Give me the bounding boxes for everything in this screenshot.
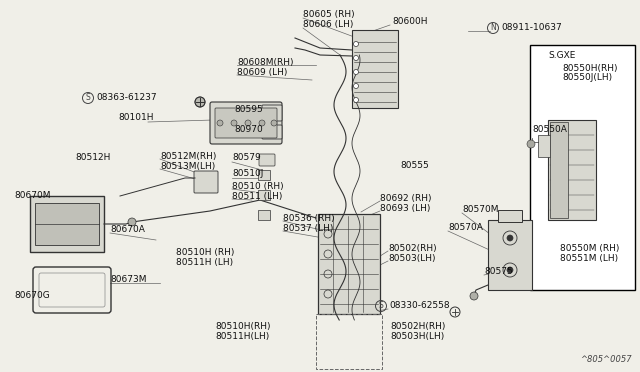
- Text: 80600H: 80600H: [392, 17, 428, 26]
- Circle shape: [128, 218, 136, 226]
- Bar: [548, 120, 596, 220]
- Bar: [258, 210, 270, 220]
- Text: 80511 (LH): 80511 (LH): [232, 192, 282, 201]
- Text: 80670A: 80670A: [110, 225, 145, 234]
- Text: 80970: 80970: [234, 125, 263, 135]
- Text: 80570A: 80570A: [448, 224, 483, 232]
- Bar: [258, 190, 270, 200]
- Text: 80550J(LH): 80550J(LH): [562, 74, 612, 83]
- Text: S: S: [379, 301, 383, 311]
- Text: 80101H: 80101H: [118, 113, 154, 122]
- Circle shape: [353, 97, 358, 103]
- Circle shape: [353, 70, 358, 74]
- Circle shape: [271, 120, 277, 126]
- Text: 80512M(RH): 80512M(RH): [160, 151, 216, 160]
- Text: 80609 (LH): 80609 (LH): [237, 67, 287, 77]
- Bar: [352, 30, 398, 108]
- Text: 80550A: 80550A: [532, 125, 567, 135]
- Bar: [550, 122, 568, 218]
- Text: ^805^0057: ^805^0057: [580, 355, 632, 364]
- Text: 80551M (LH): 80551M (LH): [560, 253, 618, 263]
- Circle shape: [259, 120, 265, 126]
- Text: 80673M: 80673M: [110, 276, 147, 285]
- FancyBboxPatch shape: [262, 105, 282, 121]
- FancyBboxPatch shape: [194, 171, 218, 193]
- Circle shape: [507, 235, 513, 241]
- Circle shape: [353, 42, 358, 46]
- Circle shape: [217, 120, 223, 126]
- Text: 80510H(RH): 80510H(RH): [215, 321, 271, 330]
- Text: 80692 (RH): 80692 (RH): [380, 193, 431, 202]
- Text: 80511H(LH): 80511H(LH): [215, 331, 269, 340]
- Text: 80512H: 80512H: [75, 153, 110, 161]
- Text: 80670G: 80670G: [14, 291, 50, 299]
- Bar: [318, 214, 380, 314]
- Text: 80606 (LH): 80606 (LH): [303, 19, 353, 29]
- Bar: [316, 314, 382, 369]
- Text: N: N: [490, 23, 496, 32]
- Text: 80670M: 80670M: [14, 192, 51, 201]
- Bar: [530, 45, 635, 290]
- Text: 80511H (LH): 80511H (LH): [176, 257, 233, 266]
- FancyBboxPatch shape: [210, 102, 282, 144]
- Text: 08911-10637: 08911-10637: [501, 23, 562, 32]
- Circle shape: [470, 292, 478, 300]
- Text: 08363-61237: 08363-61237: [96, 93, 157, 103]
- Text: 80608M(RH): 80608M(RH): [237, 58, 294, 67]
- Text: 80503H(LH): 80503H(LH): [390, 331, 444, 340]
- Text: 80605 (RH): 80605 (RH): [303, 10, 355, 19]
- Text: S.GXE: S.GXE: [548, 51, 575, 60]
- Text: 80537 (LH): 80537 (LH): [283, 224, 333, 232]
- Text: 80550H(RH): 80550H(RH): [562, 64, 618, 73]
- Text: 80536 (RH): 80536 (RH): [283, 214, 335, 222]
- Bar: [488, 220, 532, 290]
- Circle shape: [353, 83, 358, 89]
- Text: 80510H (RH): 80510H (RH): [176, 247, 234, 257]
- Text: 80503(LH): 80503(LH): [388, 253, 435, 263]
- Text: 80693 (LH): 80693 (LH): [380, 203, 430, 212]
- Text: 80595: 80595: [234, 106, 263, 115]
- FancyBboxPatch shape: [215, 108, 277, 138]
- Bar: [30, 196, 104, 252]
- FancyBboxPatch shape: [259, 154, 275, 166]
- Circle shape: [195, 97, 205, 107]
- Text: 80570M: 80570M: [462, 205, 499, 215]
- Circle shape: [527, 140, 535, 148]
- Text: 80513M(LH): 80513M(LH): [160, 161, 215, 170]
- Circle shape: [353, 55, 358, 61]
- Bar: [538, 135, 550, 157]
- Text: 80579: 80579: [232, 154, 260, 163]
- Text: 80575: 80575: [484, 267, 513, 276]
- Circle shape: [231, 120, 237, 126]
- Bar: [35, 203, 99, 245]
- Circle shape: [245, 120, 251, 126]
- Text: 80550M (RH): 80550M (RH): [560, 244, 620, 253]
- FancyBboxPatch shape: [262, 125, 282, 139]
- Bar: [258, 170, 270, 180]
- Text: 08330-62558: 08330-62558: [389, 301, 450, 311]
- Text: S: S: [86, 93, 90, 103]
- Circle shape: [507, 267, 513, 273]
- Text: 80510J: 80510J: [232, 170, 264, 179]
- Text: 80555: 80555: [400, 161, 429, 170]
- Text: 80502(RH): 80502(RH): [388, 244, 436, 253]
- Text: 80502H(RH): 80502H(RH): [390, 321, 445, 330]
- Text: 80510 (RH): 80510 (RH): [232, 182, 284, 190]
- Bar: [498, 210, 522, 222]
